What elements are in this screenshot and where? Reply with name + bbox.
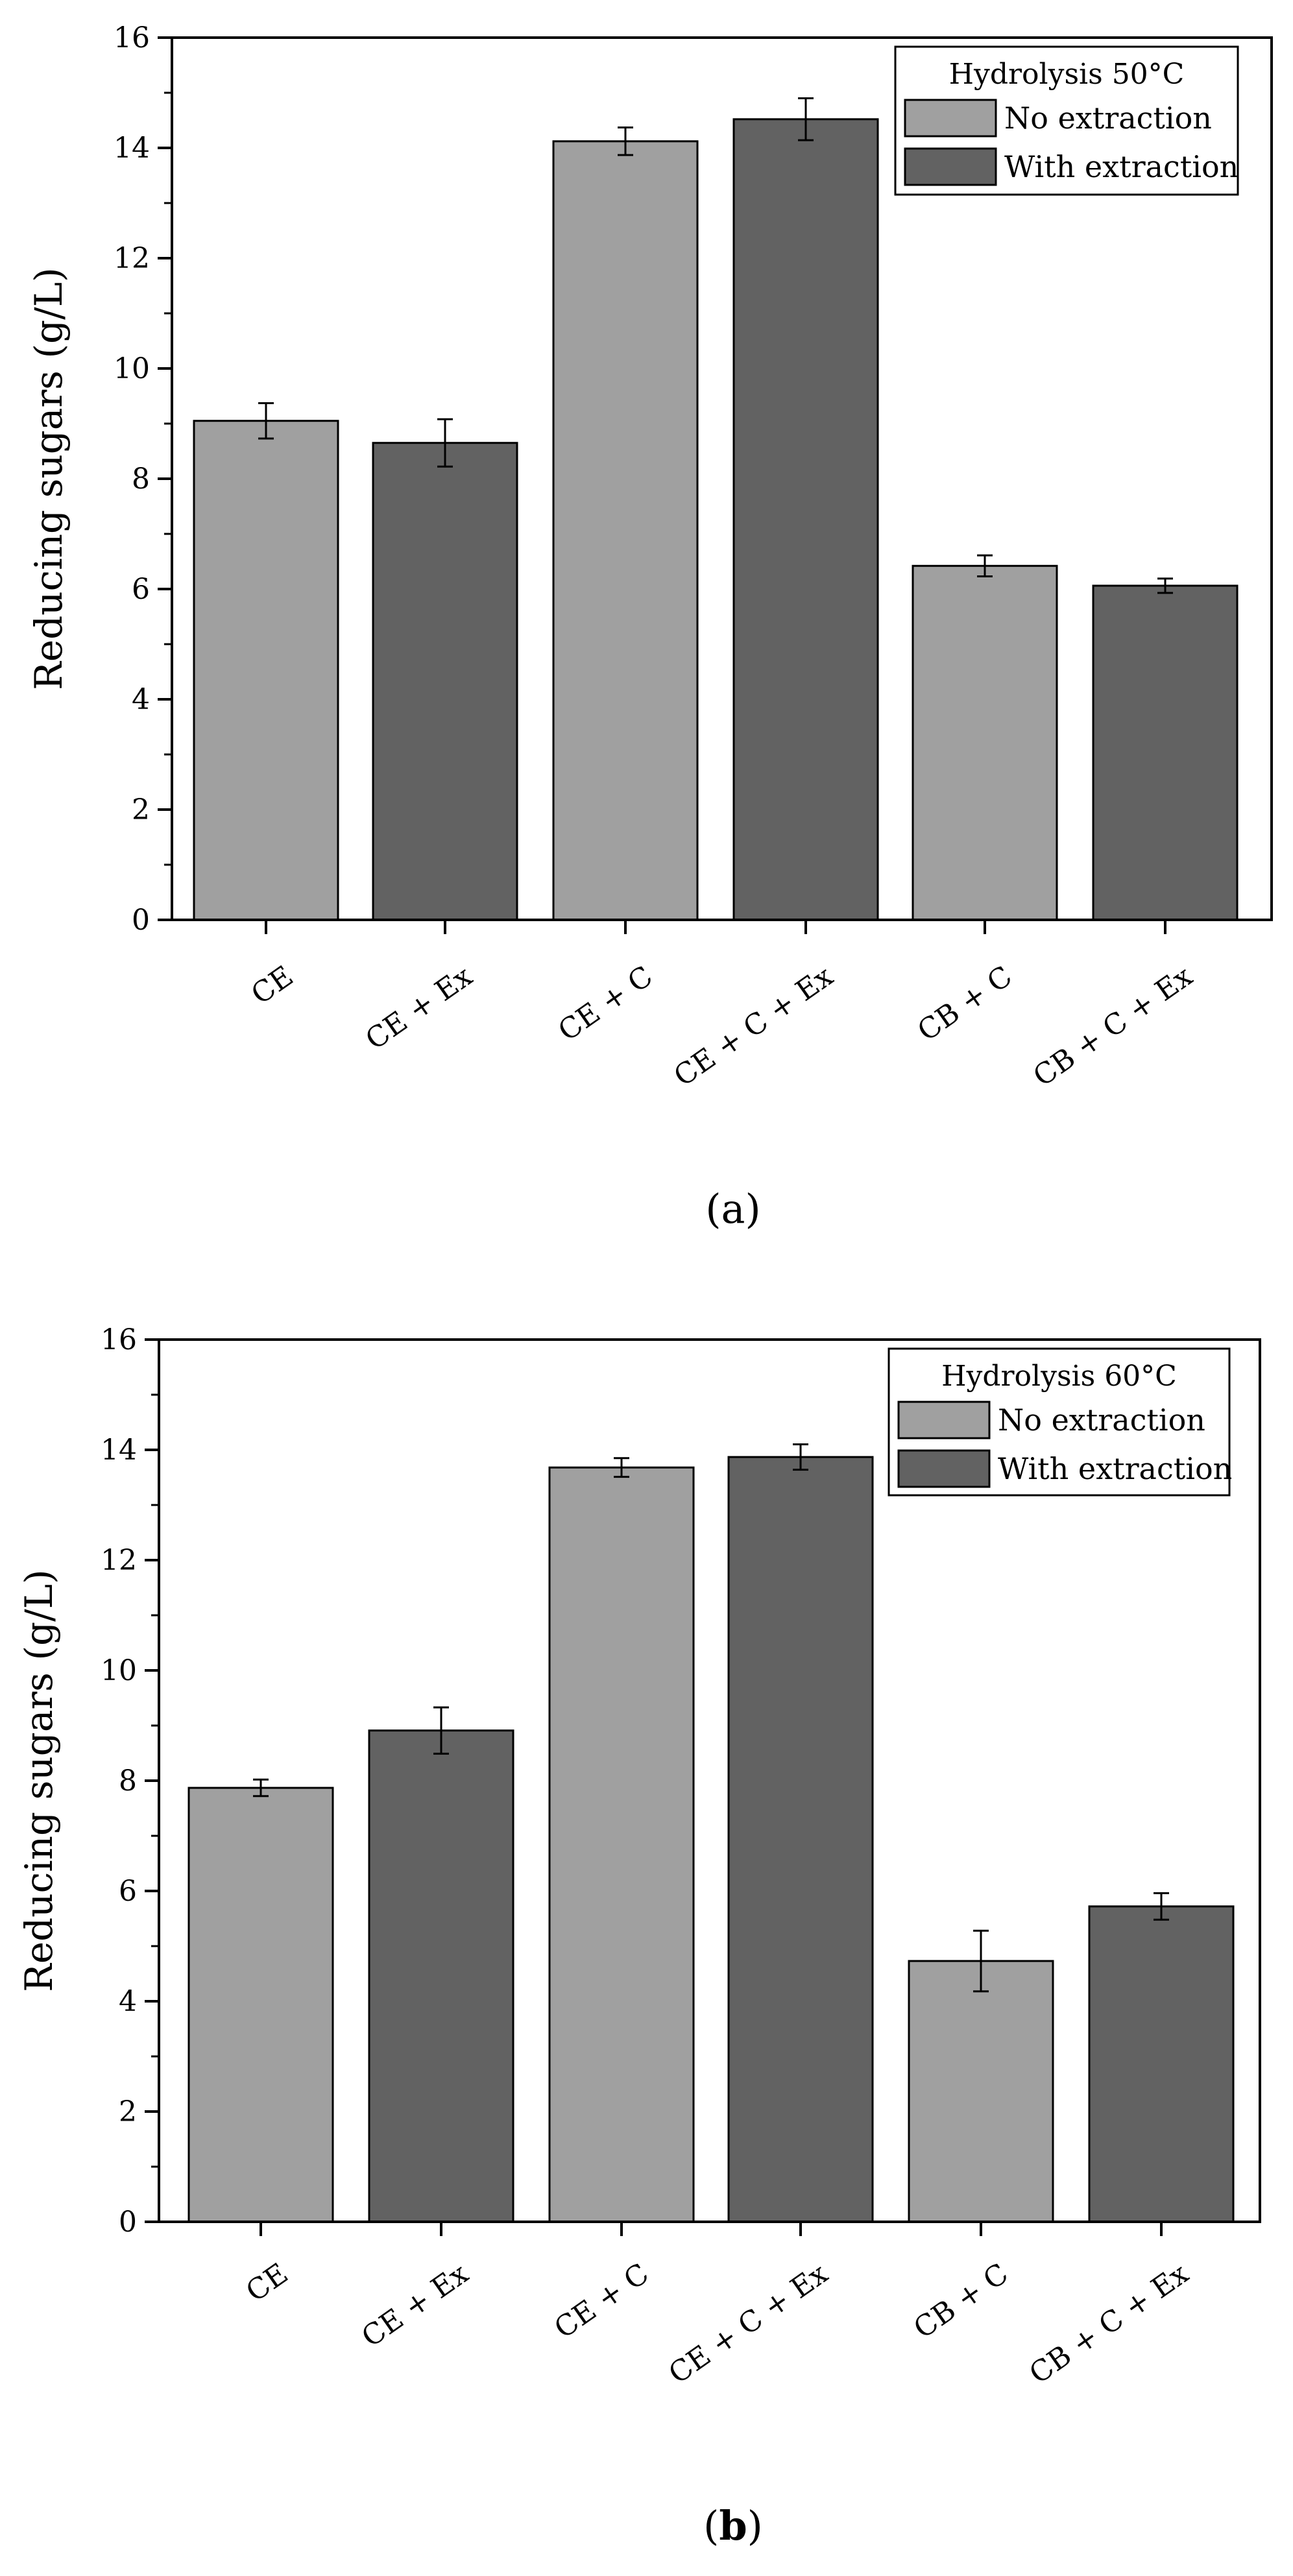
y-tick-label: 2 — [132, 793, 150, 826]
legend-swatch-1 — [904, 99, 997, 138]
legend-swatch-2 — [904, 147, 997, 186]
bar-3 — [548, 1466, 695, 2223]
legend: Hydrolysis 60°C No extraction With extract… — [888, 1347, 1232, 1497]
bar-4 — [732, 118, 879, 921]
y-tick-label: 8 — [132, 463, 150, 496]
y-tick-label: 14 — [101, 1434, 137, 1467]
y-tick-label: 16 — [101, 1323, 137, 1356]
x-category-label: CB + C — [908, 2257, 1014, 2345]
legend-label-1: No extraction — [1004, 101, 1212, 136]
bar-6 — [1088, 1905, 1235, 2223]
error-bar-5 — [973, 1929, 989, 1993]
y-tick-label: 10 — [101, 1654, 137, 1687]
x-category-label: CE + C — [548, 2257, 655, 2345]
error-bar-3 — [618, 126, 633, 156]
x-category-label: CE — [245, 959, 299, 1011]
bar-5 — [912, 564, 1058, 921]
bar-2 — [372, 442, 518, 921]
legend-title: Hydrolysis 50°C — [949, 58, 1185, 91]
x-category-label: CE + C — [552, 959, 659, 1048]
bar-2 — [368, 1729, 514, 2223]
legend-swatch-1 — [897, 1401, 991, 1439]
legend-label-2: With extraction — [1004, 149, 1239, 184]
x-category-label: CE + Ex — [356, 2257, 474, 2353]
y-tick-label: 14 — [114, 132, 150, 165]
bar-1 — [187, 1787, 334, 2223]
x-category-label: CB + C + Ex — [1024, 2257, 1195, 2390]
error-bar-1 — [258, 402, 274, 440]
y-tick-label: 12 — [114, 242, 150, 275]
error-bar-5 — [977, 554, 993, 577]
bar-6 — [1092, 584, 1239, 921]
panel-caption: (a) — [705, 1185, 760, 1233]
y-tick-label: 6 — [119, 1875, 137, 1908]
y-tick-label: 2 — [119, 2095, 137, 2128]
bar-1 — [193, 420, 339, 921]
legend-label-1: No extraction — [998, 1402, 1205, 1438]
y-axis-title: Reducing sugars (g/L) — [17, 1569, 61, 1992]
x-category-label: CE — [240, 2257, 294, 2309]
chart-panel-a: 0 2 4 6 8 10 12 14 16 CE CE + Ex CE + C CE + C + Ex C… — [27, 21, 1273, 1233]
y-tick-label: 4 — [132, 683, 150, 716]
y-tick-label: 12 — [101, 1544, 137, 1577]
panel-caption: (b) — [703, 2502, 763, 2549]
y-axis-title: Reducing sugars (g/L) — [27, 267, 71, 690]
bar-3 — [552, 140, 699, 921]
chart-panel-b: 0 2 4 6 8 10 12 14 16 CE CE + Ex CE + C CE + C + Ex C… — [17, 1323, 1261, 2549]
legend-label-2: With extraction — [998, 1451, 1232, 1486]
error-bar-4 — [798, 97, 814, 141]
error-bar-3 — [614, 1457, 629, 1478]
legend-swatch-2 — [897, 1449, 991, 1488]
y-tick-label: 6 — [132, 573, 150, 606]
y-tick-label: 4 — [119, 1985, 137, 2018]
y-tick-label: 10 — [114, 352, 150, 385]
y-tick-label: 0 — [119, 2206, 137, 2239]
error-bar-1 — [253, 1778, 269, 1798]
error-bar-6 — [1157, 577, 1173, 594]
x-category-label: CE + C + Ex — [663, 2257, 834, 2390]
error-bar-2 — [433, 1706, 449, 1755]
error-bar-6 — [1154, 1892, 1169, 1921]
x-category-label: CB + C + Ex — [1028, 959, 1199, 1093]
y-tick-label: 16 — [114, 21, 150, 54]
x-category-label: CE + Ex — [359, 959, 478, 1056]
y-tick-label: 0 — [132, 904, 150, 937]
error-bar-4 — [793, 1443, 808, 1471]
y-tick-label: 8 — [119, 1764, 137, 1798]
error-bar-2 — [437, 418, 453, 468]
x-category-label: CB + C — [912, 959, 1018, 1048]
bar-5 — [908, 1960, 1054, 2223]
legend: Hydrolysis 50°C No extraction With extract… — [894, 45, 1239, 196]
legend-title: Hydrolysis 60°C — [941, 1360, 1177, 1393]
bar-4 — [727, 1456, 874, 2223]
x-category-label: CE + C + Ex — [668, 959, 840, 1093]
